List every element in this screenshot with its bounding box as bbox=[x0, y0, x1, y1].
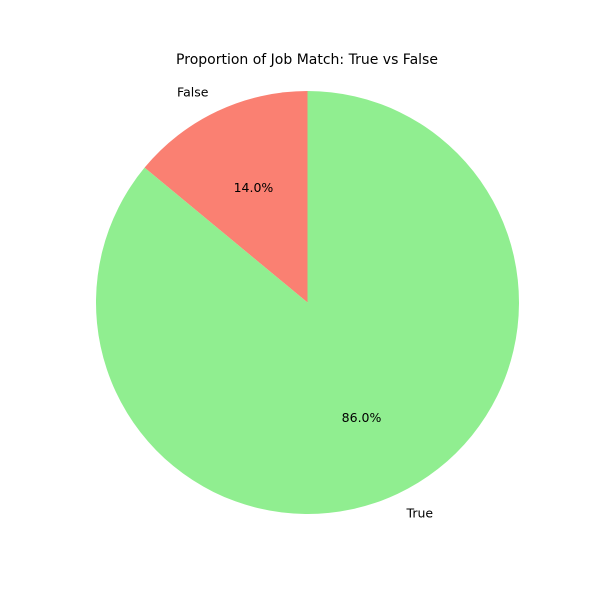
pie-percent-label-false: 14.0% bbox=[234, 180, 274, 195]
pie-percent-label-true: 86.0% bbox=[342, 410, 382, 425]
pie-slice-false bbox=[144, 91, 308, 303]
chart-title: Proportion of Job Match: True vs False bbox=[176, 52, 438, 68]
pie-category-label-true: True bbox=[406, 506, 434, 521]
pie-slices bbox=[96, 91, 520, 514]
pie-category-label-false: False bbox=[177, 84, 209, 99]
pie-labels: 14.0% False 86.0% True bbox=[177, 84, 433, 520]
pie-slice-true bbox=[96, 91, 520, 514]
